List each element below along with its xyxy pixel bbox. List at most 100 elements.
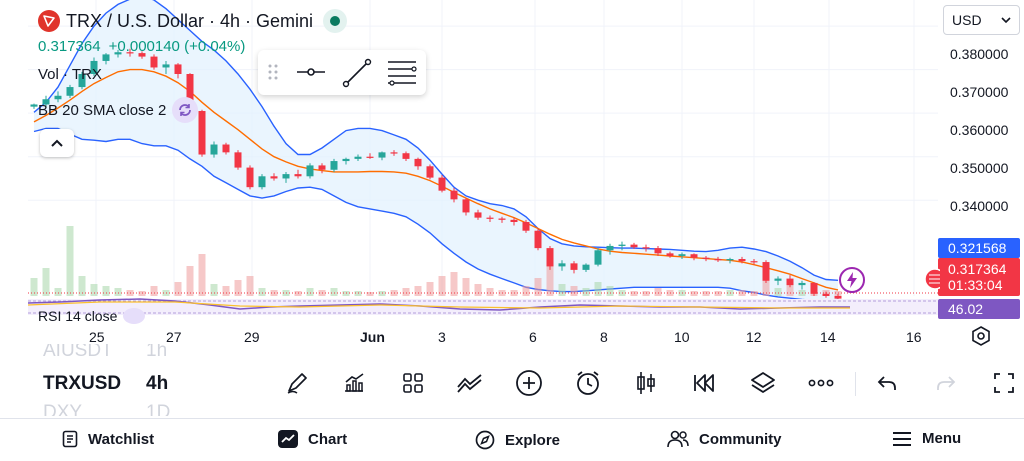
volume-legend[interactable]: Vol · TRX [38,66,102,83]
layers-icon[interactable] [748,368,778,398]
candle-body [834,296,842,299]
lightning-icon[interactable] [838,266,866,299]
volume-bar [582,288,590,296]
candle-body [210,144,218,155]
candle-body [198,111,206,155]
volume-bar [366,292,374,296]
alert-icon[interactable] [573,368,603,398]
undo-icon[interactable] [872,368,902,398]
volume-bar [450,272,458,296]
candle-body [690,254,698,258]
symbol-header[interactable]: TRX / U.S. Dollar · 4h · Gemini [38,9,348,33]
interval-option[interactable]: 1D [146,402,171,416]
parallel-channel-icon[interactable] [386,58,418,93]
candle-body [762,262,770,281]
more-icon[interactable] [806,368,836,398]
volume-bar [330,288,338,296]
candle-body [234,152,242,168]
flag-icon[interactable] [924,268,946,295]
candle-body [678,254,686,256]
chart-type-icon[interactable] [631,368,661,398]
candle-body [738,259,746,262]
volume-bar [222,286,230,296]
trend-line-icon[interactable] [342,58,372,93]
candle-body [726,259,734,261]
interval-option[interactable]: 1h [146,344,168,361]
candle-body [102,54,110,61]
candle-body [318,165,326,170]
tron-logo-icon [38,10,60,32]
candle-body [702,257,710,259]
candle-body [654,248,662,254]
volume-bar [786,282,794,296]
volume-bar [66,226,74,296]
nav-chart[interactable]: Chart [278,430,347,448]
nav-watchlist-label: Watchlist [88,430,155,448]
indicators-icon[interactable] [339,368,369,398]
nav-menu[interactable]: Menu [892,430,961,447]
collapse-legend-button[interactable] [40,129,74,157]
refresh-icon[interactable] [123,308,146,324]
volume-bar [30,278,38,296]
volume-bar [114,288,122,296]
candle-body [810,282,818,294]
candle-body [270,176,278,179]
time-axis-label: 3 [438,329,446,345]
price-chart[interactable] [0,0,1024,320]
volume-bar [486,288,494,296]
bollinger-lower-line [33,127,839,302]
volume-bar [522,286,530,296]
candle-body [90,60,98,74]
nav-watchlist[interactable]: Watchlist [62,430,154,448]
rsi-value-tag: 46.02 [938,299,1020,319]
price-axis-label: 0.350000 [950,160,1009,176]
symbol-picker[interactable]: AIUSDT TRXUSD DXY 1h 4h 1D [0,344,270,416]
rsi-legend[interactable]: RSI 14 close [38,308,146,324]
refresh-icon[interactable] [172,97,199,123]
chart-title: TRX / U.S. Dollar · 4h · Gemini [66,10,314,31]
drag-handle-icon[interactable] [268,63,278,86]
redo-icon[interactable] [931,368,961,398]
time-axis-label: 14 [820,329,836,345]
candle-body [462,199,470,213]
hamburger-icon [893,431,911,446]
time-axis-label: 25 [89,329,105,345]
volume-bar [150,286,158,296]
volume-bar [186,266,194,296]
currency-select[interactable]: USD [943,5,1020,35]
candle-body [390,152,398,154]
symbol-current[interactable]: TRXUSD [43,373,122,394]
candle-body [774,278,782,281]
symbol-option[interactable]: DXY [43,402,83,416]
candle-body [558,263,566,267]
pencil-icon[interactable] [282,368,312,398]
volume-bar [174,282,182,296]
bollinger-legend-label: BB 20 SMA close 2 [38,101,167,119]
candle-body [378,152,386,158]
bollinger-upper-line [33,0,839,281]
candle-body [306,165,314,177]
candle-body [222,144,230,153]
add-icon[interactable] [514,368,544,398]
candle-body [30,104,38,107]
horizontal-ray-icon[interactable] [296,62,326,87]
nav-community-label: Community [699,430,782,448]
symbol-option[interactable]: AIUSDT [43,344,113,361]
compare-icon[interactable] [455,368,485,398]
drawing-toolbar[interactable] [258,50,426,95]
nav-community[interactable]: Community [667,430,782,448]
nav-explore-label: Explore [505,431,561,449]
candle-body [186,74,194,111]
bollinger-legend[interactable]: BB 20 SMA close 2 [38,97,199,123]
fullscreen-icon[interactable] [989,368,1019,398]
market-status-icon[interactable] [323,9,348,33]
candle-body [714,259,722,261]
nav-explore[interactable]: Explore [475,430,560,450]
replay-icon[interactable] [689,368,719,398]
settings-icon[interactable] [970,325,992,352]
candle-body [750,261,758,263]
interval-current[interactable]: 4h [146,373,169,394]
time-axis-label: 29 [244,329,260,345]
candle-body [138,53,146,57]
templates-icon[interactable] [398,368,428,398]
